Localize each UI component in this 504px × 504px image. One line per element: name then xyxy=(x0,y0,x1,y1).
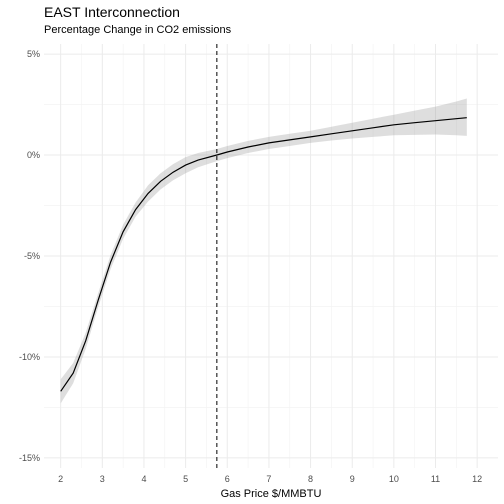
confidence-band-layer xyxy=(60,98,467,404)
x-tick-label: 9 xyxy=(350,474,355,484)
y-tick-label: -15% xyxy=(19,453,40,463)
confidence-band xyxy=(60,98,467,404)
y-tick-label: 5% xyxy=(27,49,40,59)
series-line xyxy=(60,117,467,392)
x-tick-label: 4 xyxy=(141,474,146,484)
x-tick-label: 8 xyxy=(308,474,313,484)
x-tick-labels: 2 3 4 5 6 7 8 9 10 11 12 xyxy=(58,474,482,484)
y-tick-labels: -15% -10% -5% 0% 5% xyxy=(19,49,40,463)
x-tick-label: 12 xyxy=(472,474,482,484)
x-tick-label: 11 xyxy=(431,474,440,484)
x-tick-label: 5 xyxy=(183,474,188,484)
x-tick-label: 10 xyxy=(389,474,399,484)
y-tick-label: -10% xyxy=(19,352,40,362)
x-tick-label: 7 xyxy=(266,474,271,484)
grid-lines xyxy=(44,44,498,468)
chart-title: EAST Interconnection xyxy=(44,4,180,20)
x-tick-label: 6 xyxy=(225,474,230,484)
y-tick-label: -5% xyxy=(24,251,40,261)
chart-subtitle: Percentage Change in CO2 emissions xyxy=(44,24,232,36)
series-line-layer xyxy=(60,117,467,392)
x-tick-label: 3 xyxy=(100,474,105,484)
x-tick-label: 2 xyxy=(58,474,63,484)
x-axis-title: Gas Price $/MMBTU xyxy=(221,488,322,500)
y-tick-label: 0% xyxy=(27,150,40,160)
